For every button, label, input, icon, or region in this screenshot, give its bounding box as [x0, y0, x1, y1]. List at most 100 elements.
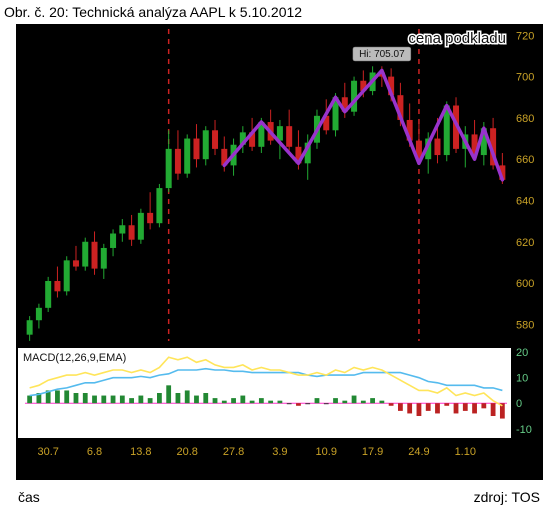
candle-body — [73, 260, 79, 266]
candle-body — [92, 242, 98, 269]
macd-hist-bar — [389, 403, 394, 406]
candle-body — [203, 130, 209, 159]
x-tick: 27.8 — [223, 446, 244, 458]
candle-body — [82, 242, 88, 267]
macd-hist-bar — [268, 401, 273, 404]
macd-hist-bar — [231, 398, 236, 403]
macd-hist-bar — [481, 403, 486, 408]
candle-body — [434, 139, 440, 156]
candle-body — [129, 225, 135, 239]
x-tick: 6.8 — [87, 446, 102, 458]
macd-hist-bar — [138, 396, 143, 404]
candle-body — [175, 149, 181, 174]
macd-hist-bar — [417, 403, 422, 416]
candle-body — [54, 281, 60, 291]
macd-hist-bar — [129, 398, 134, 403]
macd-hist-bar — [194, 396, 199, 404]
macd-hist-bar — [92, 396, 97, 404]
macd-hist-bar — [176, 393, 181, 403]
candle-body — [156, 188, 162, 223]
price-tick: 600 — [516, 278, 534, 290]
macd-hist-bar — [74, 393, 79, 403]
macd-hist-bar — [185, 390, 190, 403]
macd-hist-bar — [250, 401, 255, 404]
macd-hist-bar — [83, 393, 88, 403]
underlying-price-label: cena podkladu — [408, 30, 506, 47]
candle-body — [184, 139, 190, 174]
macd-hist-bar — [203, 393, 208, 403]
x-tick: 13.8 — [130, 446, 151, 458]
x-tick: 17.9 — [362, 446, 383, 458]
macd-hist-bar — [287, 403, 292, 404]
macd-hist-bar — [101, 396, 106, 404]
macd-hist-bar — [27, 396, 32, 404]
x-axis-title: čas — [18, 489, 40, 505]
macd-hist-bar — [120, 396, 125, 404]
x-tick: 3.9 — [272, 446, 287, 458]
macd-hist-bar — [157, 393, 162, 403]
chart-svg: 580 600 620 640 660 680 700 720 cena podkladuHi:… — [17, 25, 542, 479]
x-tick: 20.8 — [177, 446, 198, 458]
macd-hist-bar — [426, 403, 431, 411]
macd-hist-bar — [491, 403, 496, 416]
source-attribution: zdroj: TOS — [474, 489, 540, 505]
candle-body — [64, 260, 70, 291]
macd-hist-bar — [454, 403, 459, 413]
hi-badge-text: Hi: 705.07 — [359, 49, 405, 60]
candle-body — [101, 248, 107, 269]
candle-body — [36, 308, 42, 320]
macd-hist-bar — [333, 398, 338, 403]
macd-hist-bar — [379, 401, 384, 404]
candle-body — [27, 320, 33, 334]
macd-hist-bar — [361, 401, 366, 404]
macd-hist-bar — [296, 403, 301, 406]
candle-body — [166, 149, 172, 188]
chart-frame: 580 600 620 640 660 680 700 720 cena podkladuHi:… — [16, 24, 543, 480]
candle-body — [119, 225, 125, 233]
price-tick: 580 — [516, 319, 534, 331]
candle-body — [193, 139, 199, 160]
price-tick: 620 — [516, 237, 534, 249]
macd-hist-bar — [435, 403, 440, 413]
price-tick: 660 — [516, 154, 534, 166]
price-panel — [17, 25, 512, 345]
macd-hist-bar — [148, 398, 153, 403]
macd-hist-bar — [352, 396, 357, 404]
macd-hist-bar — [166, 385, 171, 403]
macd-tick: 20 — [516, 347, 528, 359]
macd-hist-bar — [64, 390, 69, 403]
macd-hist-bar — [407, 403, 412, 413]
macd-hist-bar — [259, 398, 264, 403]
macd-hist-bar — [398, 403, 403, 411]
candle-body — [45, 281, 51, 308]
macd-hist-bar — [342, 401, 347, 404]
price-tick: 680 — [516, 113, 534, 125]
candle-body — [138, 213, 144, 240]
price-tick: 640 — [516, 195, 534, 207]
price-tick: 720 — [516, 30, 534, 42]
macd-hist-bar — [213, 398, 218, 403]
macd-hist-bar — [55, 390, 60, 403]
candle-body — [147, 213, 153, 223]
figure-caption: Obr. č. 20: Technická analýza AAPL k 5.1… — [4, 4, 302, 20]
macd-hist-bar — [111, 396, 116, 404]
macd-tick: 10 — [516, 373, 528, 385]
macd-tick: -10 — [516, 424, 532, 436]
x-tick: 1.10 — [455, 446, 476, 458]
macd-hist-bar — [463, 403, 468, 411]
x-tick: 24.9 — [408, 446, 429, 458]
x-tick: 10.9 — [316, 446, 337, 458]
macd-hist-bar — [370, 398, 375, 403]
price-tick: 700 — [516, 72, 534, 84]
macd-tick: 0 — [516, 398, 522, 410]
macd-hist-bar — [305, 403, 310, 404]
candle-body — [351, 81, 357, 112]
candle-body — [286, 126, 292, 147]
macd-label: MACD(12,26,9,EMA) — [23, 352, 126, 364]
x-tick: 30.7 — [37, 446, 58, 458]
macd-hist-bar — [222, 401, 227, 404]
macd-hist-bar — [315, 398, 320, 403]
macd-hist-bar — [240, 396, 245, 404]
macd-hist-bar — [278, 401, 283, 404]
candle-body — [110, 234, 116, 248]
